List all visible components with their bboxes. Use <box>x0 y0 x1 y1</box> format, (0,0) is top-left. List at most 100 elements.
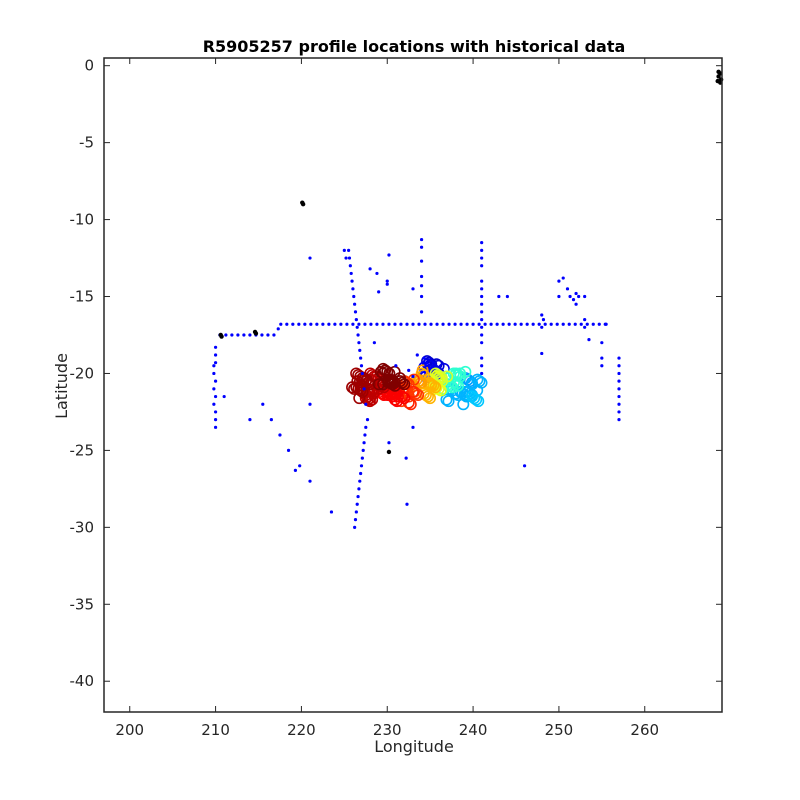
historical-point <box>557 279 561 283</box>
y-tick-label: -40 <box>70 672 95 690</box>
historical-point <box>617 371 621 376</box>
cluster-point <box>346 381 359 394</box>
isolated-point <box>386 449 392 455</box>
historical-point <box>471 322 475 326</box>
historical-point <box>561 276 565 280</box>
historical-point <box>372 341 376 345</box>
historical-point <box>617 379 621 383</box>
historical-point <box>351 287 355 291</box>
historical-point <box>224 333 228 337</box>
historical-point <box>600 364 604 368</box>
chart-title: R5905257 profile locations with historic… <box>203 37 626 56</box>
historical-point <box>411 287 415 291</box>
cluster-point <box>396 376 409 389</box>
historical-point <box>359 364 364 368</box>
cluster-point <box>470 393 483 406</box>
axes: 200 210 220 230 240 250 260 0 -5 -10 -15 -20 -25 -30 -… <box>70 57 722 739</box>
x-tick-label: 240 <box>459 721 488 739</box>
x-tick-label: 200 <box>115 721 144 739</box>
historical-point <box>351 322 355 326</box>
data-marks <box>212 69 724 529</box>
historical-point <box>480 356 484 360</box>
historical-point <box>480 287 484 291</box>
historical-point <box>357 341 361 345</box>
historical-point <box>480 256 484 260</box>
historical-point <box>358 479 362 483</box>
historical-point <box>579 322 583 326</box>
historical-point <box>555 322 559 326</box>
cluster-point <box>363 378 376 391</box>
y-tick-label: -30 <box>70 518 95 536</box>
historical-point <box>419 294 424 299</box>
historical-point <box>480 341 484 345</box>
historical-point <box>368 267 372 271</box>
cluster-point <box>446 381 459 394</box>
y-tick-label: -35 <box>70 595 95 613</box>
historical-point <box>393 322 397 326</box>
historical-point <box>505 294 510 299</box>
historical-point <box>286 448 291 452</box>
historical-point <box>480 302 484 306</box>
historical-point <box>303 322 307 326</box>
historical-point <box>308 479 312 483</box>
historical-point <box>531 322 535 326</box>
historical-point <box>600 341 604 345</box>
historical-point <box>480 294 484 299</box>
historical-point <box>405 322 409 326</box>
historical-point <box>266 333 270 337</box>
isolated-point <box>253 331 259 336</box>
historical-point <box>361 448 365 452</box>
historical-point <box>248 333 252 337</box>
y-tick-label: -20 <box>70 364 95 382</box>
historical-point <box>212 402 216 406</box>
historical-point <box>213 410 218 414</box>
historical-point <box>387 253 391 257</box>
historical-point <box>571 297 576 302</box>
historical-point <box>363 433 367 437</box>
historical-point <box>321 322 325 326</box>
historical-point <box>483 322 487 326</box>
historical-point <box>422 356 426 360</box>
historical-point <box>213 425 218 429</box>
historical-point <box>353 518 358 522</box>
historical-point <box>272 333 276 337</box>
historical-point <box>522 464 527 468</box>
historical-point <box>480 310 484 314</box>
historical-point <box>261 402 265 406</box>
historical-point <box>385 279 389 283</box>
historical-point <box>213 379 218 383</box>
historical-point <box>354 318 358 322</box>
historical-point <box>353 310 358 314</box>
historical-point <box>453 322 457 326</box>
historical-point <box>480 364 484 368</box>
historical-point <box>411 374 415 379</box>
historical-point <box>424 364 428 368</box>
cluster-point <box>406 385 419 398</box>
historical-point <box>353 525 357 529</box>
historical-point <box>375 322 379 326</box>
historical-point <box>507 322 511 326</box>
historical-point <box>315 322 319 326</box>
historical-point <box>480 264 484 268</box>
historical-point <box>540 325 544 329</box>
historical-point <box>465 322 469 326</box>
cluster-point <box>398 392 411 405</box>
historical-point <box>381 322 385 326</box>
cluster-point <box>429 381 442 394</box>
y-tick-label: -25 <box>70 441 95 459</box>
historical-point <box>213 361 218 365</box>
y-tick-label: -15 <box>70 288 95 306</box>
historical-point <box>411 322 415 326</box>
historical-point <box>213 418 218 422</box>
x-tick-label: 260 <box>630 721 659 739</box>
cluster-point <box>454 370 467 383</box>
historical-point <box>342 248 346 252</box>
historical-point <box>573 322 577 326</box>
historical-point <box>375 271 379 276</box>
cluster-point <box>366 393 379 406</box>
historical-point <box>347 248 351 252</box>
historical-point <box>419 274 424 279</box>
historical-point <box>567 322 571 326</box>
historical-point <box>333 322 337 326</box>
historical-point <box>480 371 484 376</box>
